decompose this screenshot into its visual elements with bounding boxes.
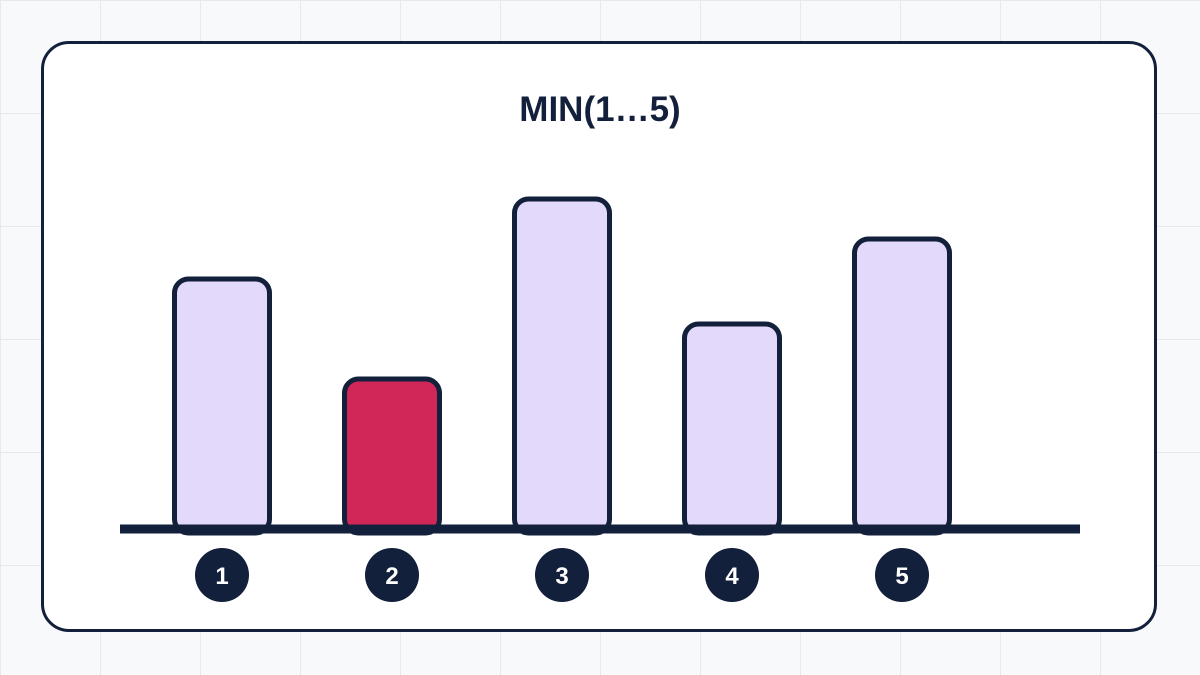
index-badge-2: 2 — [365, 548, 419, 602]
index-labels-group: 1 2 3 4 5 — [195, 548, 929, 602]
index-label-2: 2 — [385, 563, 398, 590]
index-badge-3: 3 — [535, 548, 589, 602]
index-label-1: 1 — [215, 563, 228, 590]
index-badge-5: 5 — [875, 548, 929, 602]
index-badge-circle — [705, 548, 759, 602]
chart-title: MIN(1…5) — [519, 90, 680, 129]
index-badge-circle — [195, 548, 249, 602]
index-badge-4: 4 — [705, 548, 759, 602]
index-badge-circle — [365, 548, 419, 602]
bar-4 — [682, 321, 782, 536]
index-badge-1: 1 — [195, 548, 249, 602]
index-label-3: 3 — [555, 563, 568, 590]
bar-3 — [512, 196, 612, 536]
index-badge-circle — [875, 548, 929, 602]
bar-2-min-highlight — [342, 376, 442, 536]
bar-5 — [852, 236, 952, 536]
bars-group — [172, 196, 952, 536]
index-badge-circle — [535, 548, 589, 602]
bar-1 — [172, 276, 272, 536]
index-label-5: 5 — [895, 563, 908, 590]
index-label-4: 4 — [725, 563, 739, 590]
